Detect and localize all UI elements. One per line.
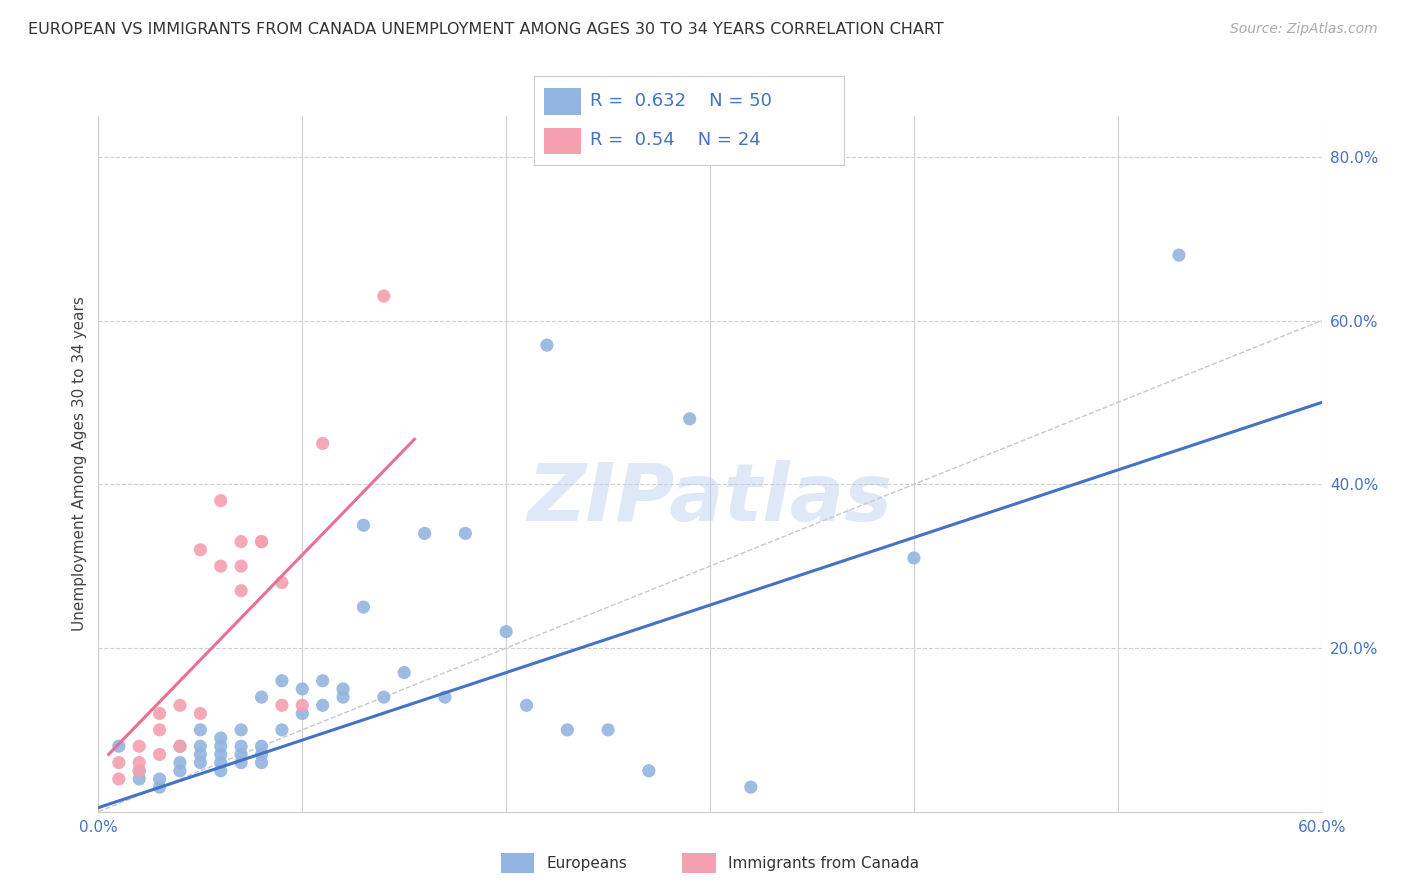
Text: R =  0.632    N = 50: R = 0.632 N = 50 (591, 92, 772, 110)
Point (270, 673, 294, 688)
Point (291, 698, 314, 713)
Point (392, 665, 416, 680)
Point (209, 559, 232, 574)
Point (188, 706, 212, 721)
Point (598, 723, 620, 737)
Point (454, 526, 477, 541)
Point (332, 681, 354, 696)
Point (1167, 248, 1189, 262)
Point (352, 600, 374, 615)
Bar (682, 853, 716, 873)
Point (128, 764, 150, 778)
Point (169, 698, 191, 713)
Point (149, 747, 172, 762)
Point (209, 756, 232, 770)
Point (128, 756, 150, 770)
Point (231, 534, 253, 549)
Point (679, 412, 702, 426)
Point (373, 690, 395, 705)
Point (291, 706, 314, 721)
Point (169, 739, 191, 754)
Point (536, 338, 558, 352)
Point (250, 534, 273, 549)
Point (270, 698, 294, 713)
Point (209, 739, 232, 754)
Point (128, 739, 150, 754)
Point (495, 624, 517, 639)
Point (231, 756, 253, 770)
Point (108, 756, 131, 770)
Point (188, 756, 212, 770)
Point (352, 518, 374, 533)
Point (434, 690, 457, 705)
Point (903, 551, 925, 566)
Point (250, 534, 273, 549)
Point (149, 723, 172, 737)
Text: R =  0.54    N = 24: R = 0.54 N = 24 (591, 131, 761, 149)
Y-axis label: Unemployment Among Ages 30 to 34 years: Unemployment Among Ages 30 to 34 years (72, 296, 87, 632)
Text: ZIPatlas: ZIPatlas (527, 459, 893, 538)
Point (270, 575, 294, 590)
Text: Immigrants from Canada: Immigrants from Canada (728, 855, 920, 871)
Point (231, 583, 253, 598)
Text: Europeans: Europeans (547, 855, 628, 871)
Point (108, 772, 131, 786)
Point (209, 747, 232, 762)
Point (637, 764, 661, 778)
Point (312, 698, 335, 713)
Point (312, 673, 335, 688)
Point (413, 526, 436, 541)
Point (149, 772, 172, 786)
Point (108, 739, 131, 754)
Point (209, 764, 232, 778)
Point (128, 764, 150, 778)
Point (250, 756, 273, 770)
Point (128, 772, 150, 786)
Point (209, 731, 232, 745)
Point (231, 747, 253, 762)
Bar (544, 88, 581, 115)
Point (250, 690, 273, 705)
Point (291, 681, 314, 696)
Point (740, 780, 762, 794)
Point (231, 739, 253, 754)
Point (250, 739, 273, 754)
Point (188, 739, 212, 754)
Point (373, 289, 395, 303)
Point (231, 723, 253, 737)
Point (270, 723, 294, 737)
Point (188, 723, 212, 737)
Point (231, 559, 253, 574)
Point (332, 690, 354, 705)
Bar (501, 853, 534, 873)
Point (169, 739, 191, 754)
Point (555, 723, 579, 737)
Point (188, 542, 212, 557)
Point (169, 764, 191, 778)
Point (149, 706, 172, 721)
Point (188, 747, 212, 762)
Text: Source: ZipAtlas.com: Source: ZipAtlas.com (1230, 22, 1378, 37)
Point (250, 747, 273, 762)
Point (209, 493, 232, 508)
Text: EUROPEAN VS IMMIGRANTS FROM CANADA UNEMPLOYMENT AMONG AGES 30 TO 34 YEARS CORREL: EUROPEAN VS IMMIGRANTS FROM CANADA UNEMP… (28, 22, 943, 37)
Point (169, 756, 191, 770)
Point (516, 698, 538, 713)
Bar (544, 128, 581, 154)
Point (149, 780, 172, 794)
Point (312, 436, 335, 450)
